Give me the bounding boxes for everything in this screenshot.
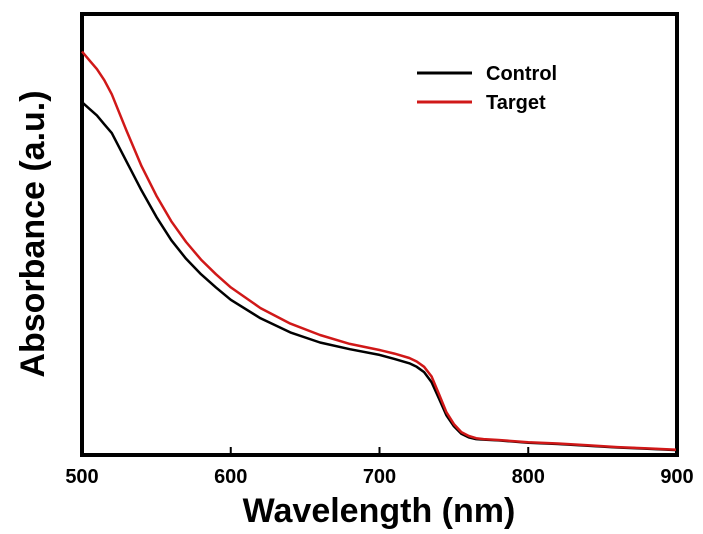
- x-tick-label: 900: [660, 466, 693, 488]
- x-tick-label: 600: [214, 466, 247, 488]
- series-group: [81, 50, 678, 452]
- x-ticks: 500 600 700 800 900: [65, 447, 694, 488]
- legend-label-target: Target: [486, 92, 546, 114]
- legend: Control Target: [417, 63, 557, 114]
- x-tick-label: 800: [512, 466, 545, 488]
- series-line-target: [81, 50, 678, 451]
- plot-frame: [80, 12, 679, 457]
- legend-label-control: Control: [486, 63, 557, 85]
- x-tick-label: 500: [65, 466, 98, 488]
- series-line-control: [81, 101, 678, 452]
- x-tick-label: 700: [363, 466, 396, 488]
- y-axis-title: Absorbance (a.u.): [14, 90, 52, 377]
- x-axis-title: Wavelength (nm): [243, 492, 516, 530]
